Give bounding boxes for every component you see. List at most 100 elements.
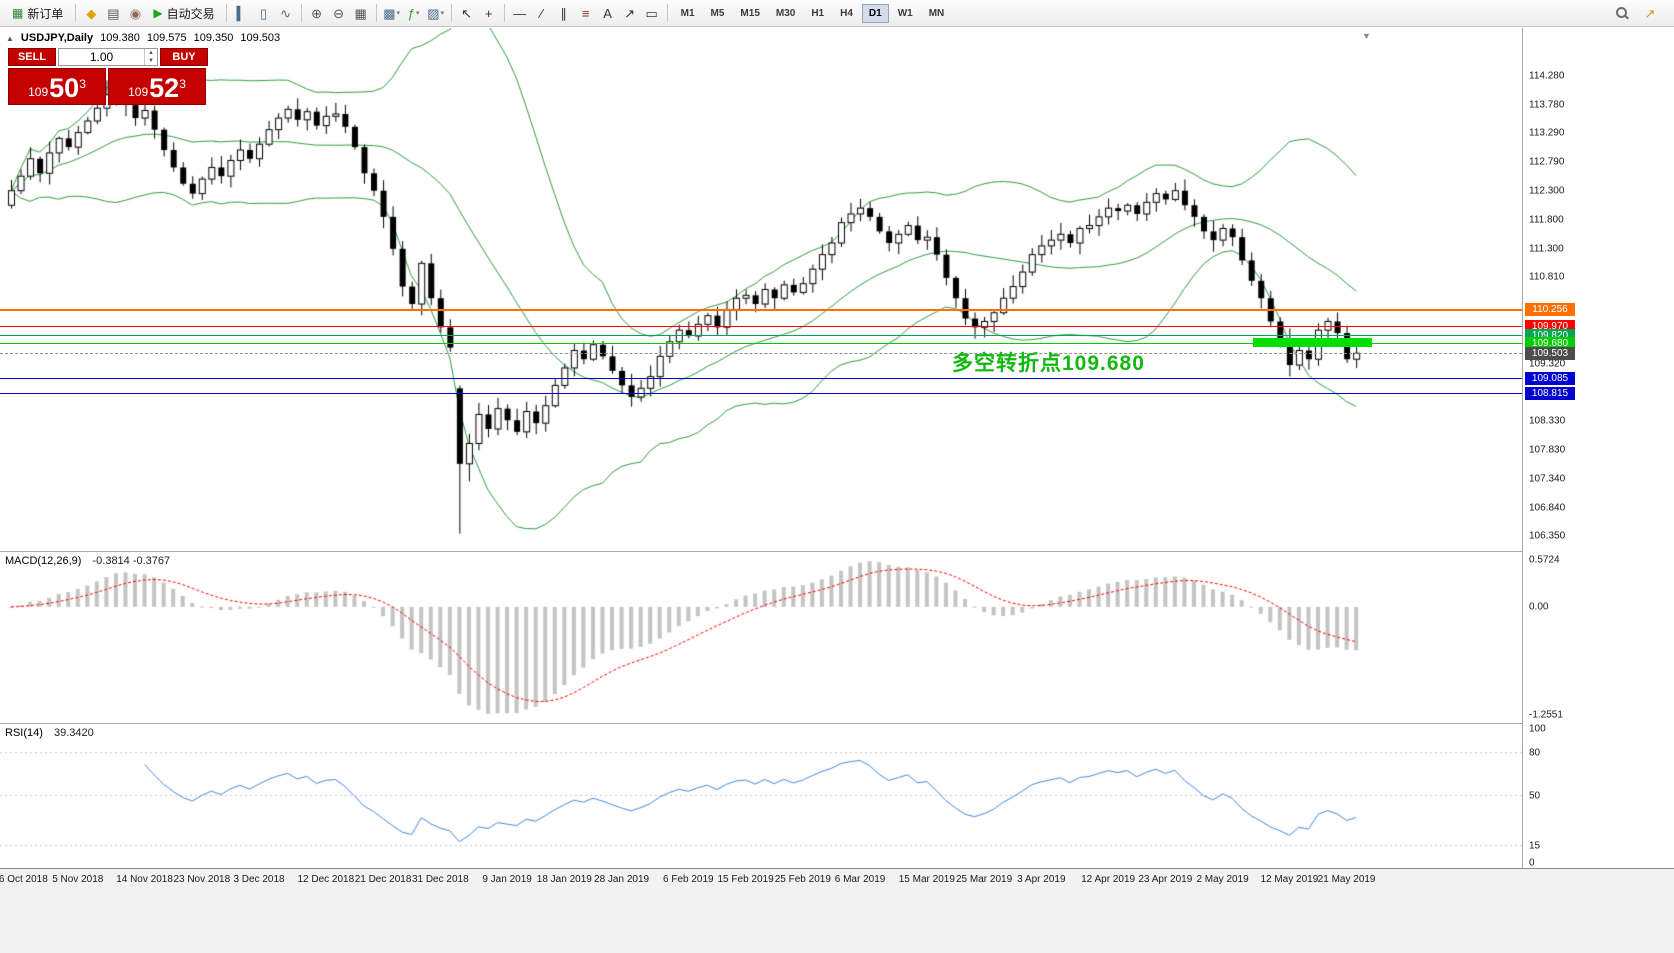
dropdown-caret-icon: ▾ (415, 9, 420, 17)
text-label-icon[interactable]: A (603, 5, 612, 21)
share-icon[interactable]: ↗ (1644, 5, 1656, 21)
rsi-values: 39.3420 (53, 727, 94, 739)
fibonacci-icon[interactable]: ≡ (581, 5, 590, 21)
date-axis-label: 14 Nov 2018 (116, 874, 173, 885)
sell-price-base: 109 (28, 85, 49, 99)
alerts-icon[interactable]: ◉ (129, 5, 142, 21)
new-chart-icon[interactable]: ▩ ▾ (383, 5, 401, 21)
sell-price-pips: 50 (49, 73, 80, 103)
price-axis-tick: 106.840 (1529, 502, 1566, 514)
price-level-tag: 109.085 (1525, 371, 1575, 385)
tf-button-m5[interactable]: M5 (704, 4, 732, 23)
pivot-annotation-text[interactable]: 多空转折点109.680 (952, 351, 1145, 375)
tf-button-m1[interactable]: M1 (674, 4, 702, 23)
date-axis-label: 28 Jan 2019 (594, 874, 650, 885)
one-click-toggle-icon[interactable]: ▲ (6, 33, 14, 43)
pivot-highlight-bar[interactable] (1253, 338, 1372, 348)
price-level-line[interactable] (0, 334, 1522, 336)
chart-template-icon[interactable]: ▨ ▾ (427, 5, 445, 21)
search-icon[interactable] (1611, 3, 1633, 24)
price-axis-tick: 113.290 (1529, 127, 1565, 139)
autotrading-label: 自动交易 (166, 6, 215, 21)
toolbar-separator (503, 4, 505, 22)
tf-button-h1[interactable]: H1 (804, 4, 831, 23)
date-axis-label: 6 Feb 2019 (663, 874, 714, 885)
price-chart-canvas[interactable] (0, 28, 1522, 551)
toolbar-separator (75, 4, 77, 22)
buy-price-button[interactable]: 109 52 3 (108, 68, 206, 105)
profile-icon[interactable]: ▤ (107, 5, 120, 21)
autotrading-icon: ▶ (153, 6, 163, 20)
volume-value[interactable]: 1.00 (89, 50, 114, 64)
price-axis[interactable]: 114.280 113.780 113.290 112.790 112.300 111.8… (1522, 28, 1674, 869)
candlestick-chart-icon[interactable]: ▯ (260, 5, 268, 21)
trendline-icon[interactable]: ∕ (540, 5, 543, 21)
horizontal-line-icon[interactable]: — (513, 5, 527, 21)
close-value: 109.503 (240, 32, 281, 44)
price-level-line[interactable] (0, 342, 1522, 344)
rsi-axis-tick: 0 (1529, 857, 1535, 869)
tile-windows-icon[interactable]: ▦ (354, 5, 367, 21)
sell-price-button[interactable]: 109 50 3 (8, 68, 106, 105)
date-axis-label: 3 Apr 2019 (1017, 874, 1066, 885)
price-axis-tick: 114.280 (1529, 70, 1565, 82)
panel-divider[interactable] (0, 723, 1674, 724)
toolbar-right-group: ↗ (1611, 3, 1669, 24)
zoom-out-icon[interactable]: ⊖ (333, 5, 345, 21)
price-level-line[interactable] (0, 377, 1522, 379)
autotrading-button[interactable]: ▶ 自动交易 (146, 3, 221, 24)
current-price-line (0, 353, 1522, 355)
tf-button-m15[interactable]: M15 (733, 4, 766, 23)
magnifier-glyph (1615, 6, 1629, 20)
indicators-icon[interactable]: ƒ ▾ (407, 5, 420, 21)
price-level-line[interactable] (0, 309, 1522, 312)
line-chart-icon[interactable]: ∿ (280, 5, 292, 21)
rsi-axis-tick: 15 (1529, 840, 1541, 852)
tf-button-d1[interactable]: D1 (861, 3, 889, 23)
tf-button-h4[interactable]: H4 (833, 4, 860, 23)
price-level-line[interactable] (0, 326, 1522, 328)
tf-button-mn[interactable]: MN (922, 4, 952, 23)
macd-axis-tick: -1.2551 (1529, 709, 1563, 721)
toolbar-separator (225, 4, 227, 22)
date-axis-label: 6 Mar 2019 (834, 874, 886, 885)
zoom-in-icon[interactable]: ⊕ (311, 5, 323, 21)
tf-button-w1[interactable]: W1 (891, 4, 920, 23)
one-click-trading-panel: SELL 1.00 ▲ ▼ BUY 109 50 3 109 (8, 48, 208, 105)
new-order-button[interactable]: ▦ 新订单 (5, 3, 70, 24)
volume-stepper[interactable]: 1.00 ▲ ▼ (58, 48, 158, 66)
crosshair-icon[interactable]: + (484, 5, 493, 21)
price-axis-tick: 111.300 (1529, 243, 1564, 255)
price-axis-tick: 107.830 (1529, 444, 1566, 456)
price-axis-tick: 109.320 (1529, 358, 1566, 370)
chart-shift-marker[interactable]: ▼ (1362, 31, 1371, 41)
date-axis-label: 25 Mar 2019 (956, 874, 1013, 885)
shapes-icon[interactable]: ▭ (645, 5, 658, 21)
macd-header: MACD(12,26,9) -0.3814 -0.3767 (5, 555, 170, 567)
sell-button[interactable]: SELL (8, 48, 56, 66)
tf-button-m30[interactable]: M30 (769, 4, 802, 23)
toolbar-icon-group: ◆ ▤ ◉ ▶ 自动交易 ▍ ▯ ∿ ⊕ ⊖ ▦ ▩ ▾ ƒ ▾ ▨ ▾ ↖ + — ∕ ∥ ≡ A ↗ ▭ (71, 3, 671, 24)
rsi-indicator-canvas[interactable] (0, 724, 1522, 867)
channel-icon[interactable]: ∥ (560, 5, 567, 21)
ohlc-info-line: ▲ USDJPY,Daily 109.380 109.575 109.350 1… (6, 32, 280, 44)
price-level-line[interactable] (0, 393, 1522, 395)
panel-divider[interactable] (0, 551, 1674, 552)
date-axis-label: 23 Apr 2019 (1138, 874, 1193, 885)
macd-indicator-canvas[interactable] (0, 552, 1522, 723)
toolbar-separator (300, 4, 302, 22)
date-axis-label: 12 Dec 2018 (297, 874, 355, 885)
buy-button[interactable]: BUY (160, 48, 208, 66)
macd-values: -0.3814 -0.3767 (92, 555, 171, 567)
date-axis-label: 31 Dec 2018 (411, 874, 469, 885)
bar-chart-icon[interactable]: ▍ (236, 5, 247, 21)
arrow-object-icon[interactable]: ↗ (624, 5, 636, 21)
rsi-axis-tick: 100 (1529, 723, 1546, 735)
date-axis-label: 26 Oct 2018 (0, 874, 48, 885)
volume-up-button[interactable]: ▲ (148, 50, 154, 56)
cursor-icon[interactable]: ↖ (461, 5, 473, 21)
volume-down-button[interactable]: ▼ (148, 58, 154, 64)
open-value: 109.380 (100, 32, 140, 44)
compass-icon[interactable]: ◆ (86, 5, 97, 21)
